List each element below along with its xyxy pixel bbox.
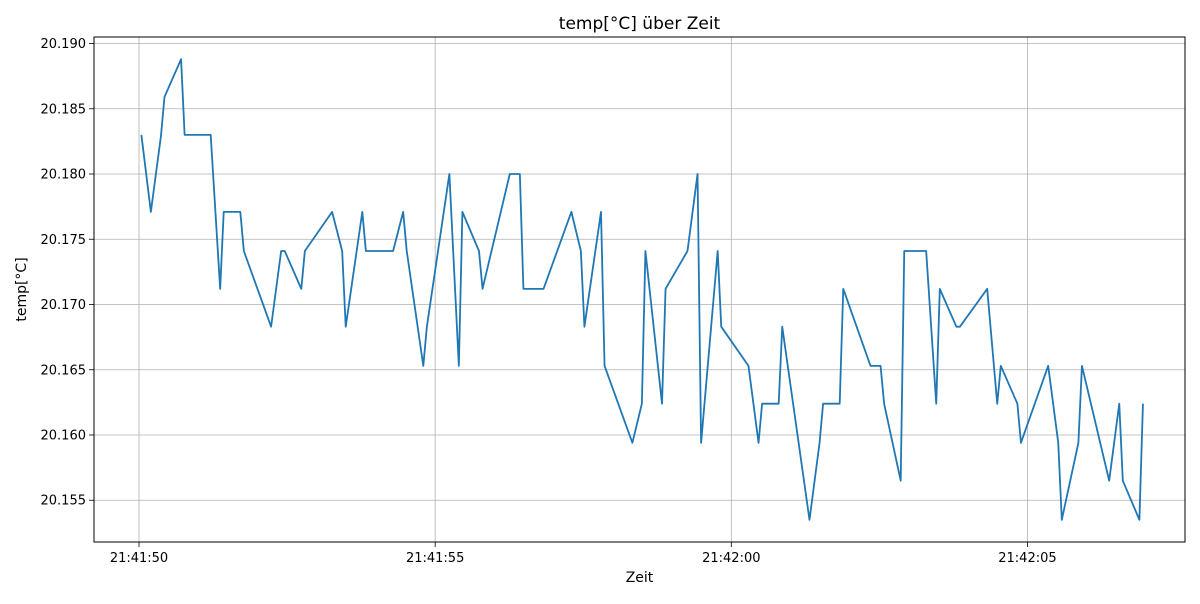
x-tick-label: 21:41:55 [406,551,464,566]
y-tick-label: 20.155 [41,494,87,509]
y-tick-label: 20.170 [41,298,87,313]
y-tick-label: 20.160 [41,428,87,443]
x-tick-label: 21:42:05 [998,551,1056,566]
y-axis: 20.155 20.160 20.165 20.170 20.175 20.180 20.1… [41,37,94,509]
x-tick-label: 21:41:50 [110,551,168,566]
chart-title: temp[°C] über Zeit [559,14,721,34]
grid [94,37,1185,542]
y-tick-label: 20.165 [41,363,87,378]
x-tick-label: 21:42:00 [702,551,760,566]
y-tick-label: 20.175 [41,233,87,248]
plot-frame [93,36,1186,543]
series-layer [140,58,1144,521]
y-tick-label: 20.185 [41,102,87,117]
series-line [140,58,1144,521]
y-axis-label: temp[°C] [14,257,30,321]
y-tick-label: 20.180 [41,168,87,183]
x-axis: 21:41:50 21:41:55 21:42:00 21:42:05 [110,542,1057,566]
y-tick-label: 20.190 [41,37,87,52]
x-axis-label: Zeit [626,570,654,586]
